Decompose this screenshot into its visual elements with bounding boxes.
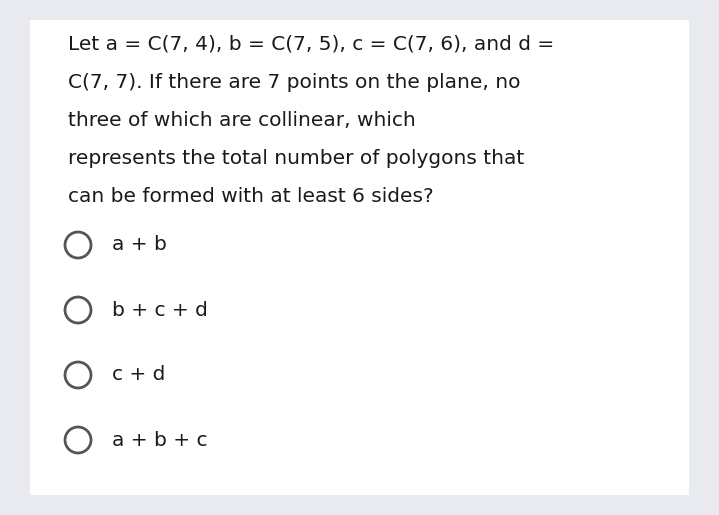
Text: b + c + d: b + c + d xyxy=(112,300,208,319)
Text: represents the total number of polygons that: represents the total number of polygons … xyxy=(68,149,524,168)
Text: C(7, 7). If there are 7 points on the plane, no: C(7, 7). If there are 7 points on the pl… xyxy=(68,73,521,92)
Text: c + d: c + d xyxy=(112,366,165,385)
FancyBboxPatch shape xyxy=(30,20,689,495)
Text: a + b: a + b xyxy=(112,235,167,254)
Text: Let a = C(7, 4), b = C(7, 5), c = C(7, 6), and d =: Let a = C(7, 4), b = C(7, 5), c = C(7, 6… xyxy=(68,35,554,54)
Text: can be formed with at least 6 sides?: can be formed with at least 6 sides? xyxy=(68,187,434,206)
Text: three of which are collinear, which: three of which are collinear, which xyxy=(68,111,416,130)
Text: a + b + c: a + b + c xyxy=(112,431,208,450)
